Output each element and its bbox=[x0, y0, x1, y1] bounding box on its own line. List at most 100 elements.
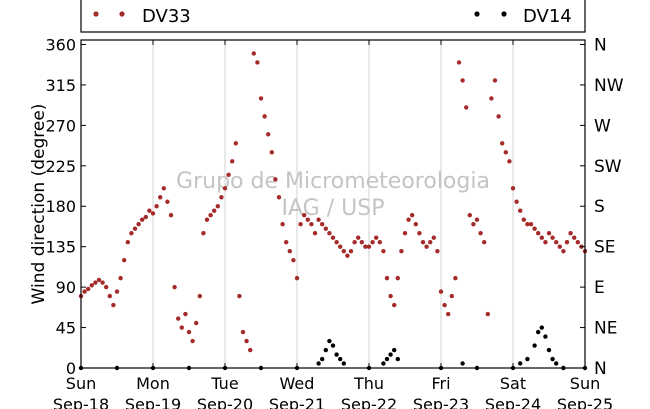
data-point-dv14 bbox=[460, 361, 465, 366]
data-point-dv33 bbox=[327, 231, 332, 236]
data-point-dv33 bbox=[165, 199, 170, 204]
data-point-dv33 bbox=[89, 283, 95, 288]
data-point-dv14 bbox=[330, 343, 336, 348]
y-tick-label-right: SW bbox=[594, 157, 622, 177]
data-point-dv33 bbox=[294, 275, 300, 281]
data-point-dv33 bbox=[93, 280, 98, 285]
data-point-dv33 bbox=[320, 222, 325, 227]
data-point-dv33 bbox=[208, 213, 213, 218]
data-point-dv33 bbox=[334, 239, 339, 245]
data-point-dv33 bbox=[536, 231, 541, 236]
data-point-dv33 bbox=[204, 217, 210, 222]
data-point-dv33 bbox=[546, 231, 552, 236]
data-point-dv14 bbox=[554, 361, 559, 366]
data-point-dv33 bbox=[154, 204, 159, 209]
data-point-dv33 bbox=[435, 248, 440, 254]
data-point-dv33 bbox=[269, 150, 274, 155]
data-point-dv33 bbox=[345, 253, 350, 258]
data-point-dv33 bbox=[284, 239, 289, 245]
y-tick-label-left: 90 bbox=[56, 278, 76, 297]
data-point-dv33 bbox=[226, 172, 231, 177]
data-point-dv33 bbox=[122, 257, 127, 263]
data-point-dv33 bbox=[168, 213, 174, 218]
legend-marker-dv14-a bbox=[474, 11, 480, 17]
data-point-dv14 bbox=[381, 361, 386, 366]
x-tick-label-weekday: Sat bbox=[500, 374, 526, 393]
legend-box bbox=[80, 0, 586, 33]
data-point-dv33 bbox=[420, 239, 426, 245]
data-point-dv33 bbox=[510, 186, 516, 191]
data-point-dv33 bbox=[147, 208, 152, 213]
x-tick-label-weekday: Thu bbox=[353, 374, 384, 393]
data-point-dv33 bbox=[140, 217, 145, 222]
data-point-dv33 bbox=[467, 213, 472, 218]
data-point-dv33 bbox=[352, 239, 357, 245]
x-tick-label-date: Sep-18 bbox=[53, 395, 109, 409]
data-point-dv33 bbox=[219, 195, 224, 200]
data-point-dv33 bbox=[366, 244, 372, 249]
x-tick-label-date: Sep-24 bbox=[485, 395, 541, 409]
y-tick-label-left: 180 bbox=[45, 197, 76, 216]
data-point-dv33 bbox=[302, 213, 307, 218]
data-point-dv33 bbox=[507, 159, 512, 164]
y-tick-label-right: S bbox=[594, 197, 605, 217]
legend-marker-dv33-b bbox=[119, 11, 125, 17]
x-tick-label-weekday: Sun bbox=[66, 374, 96, 393]
data-point-dv33 bbox=[186, 329, 192, 335]
x-tick-label-date: Sep-25 bbox=[557, 395, 613, 409]
data-point-dv33 bbox=[489, 96, 494, 101]
data-point-dv33 bbox=[374, 235, 379, 240]
data-point-dv33 bbox=[114, 289, 120, 294]
data-point-dv33 bbox=[413, 222, 418, 227]
data-point-dv33 bbox=[305, 217, 310, 222]
data-point-dv33 bbox=[431, 235, 436, 240]
vertical-gridlines bbox=[152, 40, 514, 368]
y-tick-label-left: 135 bbox=[45, 238, 76, 257]
data-point-dv33 bbox=[438, 289, 444, 294]
data-point-dv14 bbox=[546, 347, 552, 353]
data-point-dv33 bbox=[428, 239, 433, 245]
data-point-dv33 bbox=[561, 248, 566, 254]
data-point-dv33 bbox=[104, 284, 109, 290]
data-point-dv33 bbox=[363, 244, 368, 249]
data-point-dv14 bbox=[543, 334, 548, 339]
x-tick-label-weekday: Mon bbox=[136, 374, 170, 393]
data-point-dv33 bbox=[402, 231, 408, 236]
legend-marker-dv14-b bbox=[501, 11, 507, 17]
data-point-dv33 bbox=[248, 347, 253, 353]
data-point-dv33 bbox=[212, 208, 217, 213]
x-tick-label-weekday: Fri bbox=[431, 374, 450, 393]
data-point-dv33 bbox=[456, 60, 462, 65]
data-point-dv33 bbox=[312, 231, 318, 236]
x-tick-label-weekday: Sun bbox=[570, 374, 600, 393]
data-point-dv33 bbox=[564, 239, 570, 245]
data-point-dv33 bbox=[258, 96, 264, 101]
data-point-dv33 bbox=[417, 231, 422, 236]
data-point-dv33 bbox=[158, 195, 163, 200]
y-tick-label-left: 270 bbox=[45, 116, 76, 135]
y-tick-label-right: E bbox=[594, 278, 605, 298]
data-point-dv33 bbox=[500, 141, 505, 146]
data-point-dv33 bbox=[161, 186, 166, 191]
data-point-dv33 bbox=[381, 248, 386, 254]
data-point-dv14 bbox=[395, 356, 400, 362]
data-point-dv33 bbox=[424, 244, 429, 249]
data-point-dv14 bbox=[525, 356, 530, 362]
data-point-dv33 bbox=[107, 293, 113, 299]
data-point-dv33 bbox=[183, 311, 188, 317]
watermark-line-1: Grupo de Micrometeorologia bbox=[176, 169, 490, 194]
data-point-dv14 bbox=[388, 352, 393, 357]
data-point-dv33 bbox=[129, 231, 134, 236]
data-point-dv33 bbox=[453, 275, 458, 281]
data-point-dv33 bbox=[392, 302, 397, 308]
data-point-dv14 bbox=[392, 347, 397, 353]
y-tick-label-left: 315 bbox=[45, 76, 76, 95]
data-point-dv33 bbox=[460, 78, 465, 83]
y-tick-label-right: NW bbox=[594, 76, 624, 96]
legend-marker-dv33-a bbox=[93, 11, 99, 17]
x-axis-ticks: Sun Sep-18 Mon Sep-19 Tue Sep-20 Wed Sep-21 Thu S… bbox=[53, 40, 613, 409]
y-tick-label-right: N bbox=[594, 359, 607, 379]
data-point-dv33 bbox=[532, 226, 537, 231]
data-point-dv14 bbox=[550, 356, 555, 362]
